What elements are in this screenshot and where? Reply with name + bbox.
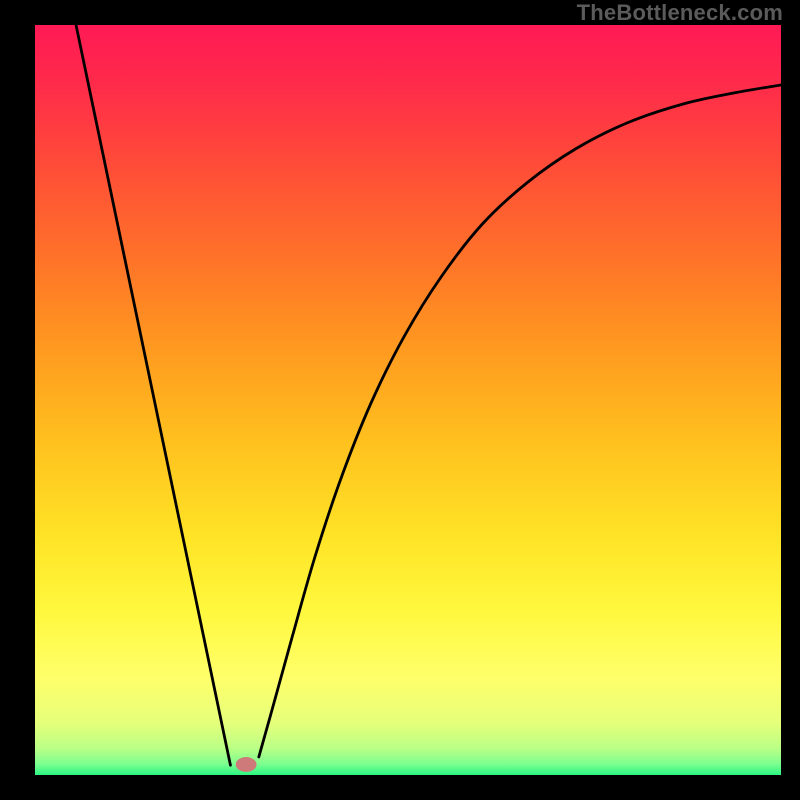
chart-frame: TheBottleneck.com	[0, 0, 800, 800]
gradient-background	[35, 25, 781, 775]
watermark-text: TheBottleneck.com	[577, 0, 783, 26]
plot-area	[35, 25, 781, 775]
minimum-marker	[236, 757, 257, 772]
